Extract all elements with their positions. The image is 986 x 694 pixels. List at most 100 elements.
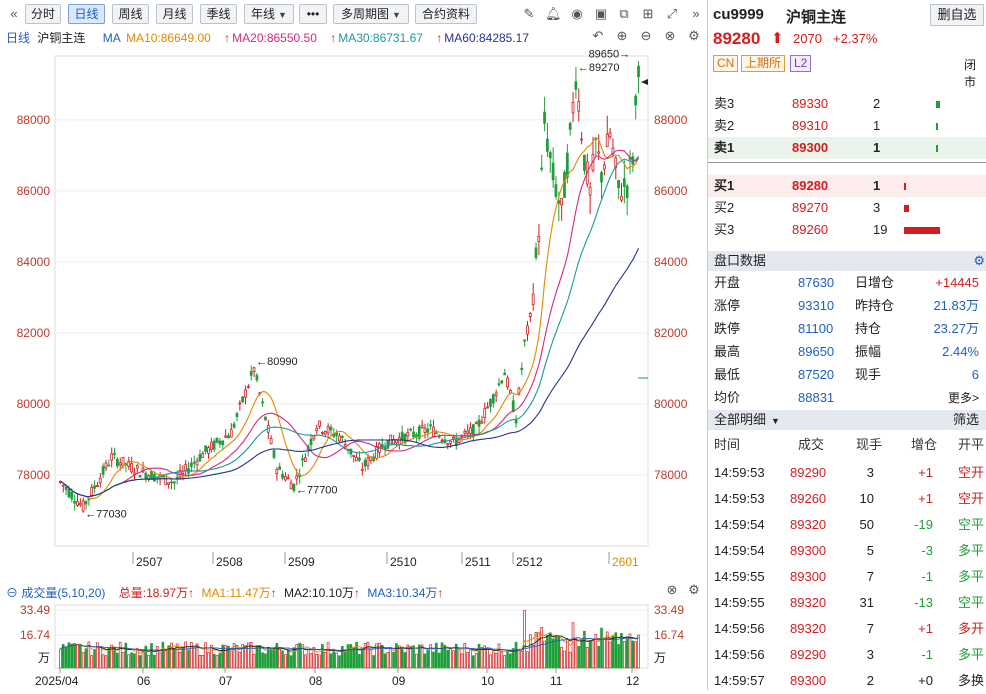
candle-body (204, 445, 207, 452)
volume-bar (170, 642, 173, 669)
gear-icon[interactable]: ⚙ (688, 28, 700, 43)
orderbook-buy-row[interactable]: 买2 89270 3 (708, 197, 986, 219)
candle-body (574, 81, 578, 90)
candle-body (602, 164, 606, 170)
close-circle-icon[interactable]: ⊗ (666, 582, 678, 597)
tick-oi-change: -13 (914, 595, 933, 610)
volume-bar (603, 638, 606, 669)
zoom-out-icon[interactable]: ⊖ (640, 28, 652, 43)
y-tick-label-left: 82000 (17, 326, 51, 340)
volume-bar (551, 638, 555, 669)
contract-info-button[interactable]: 合约资料 (415, 4, 477, 24)
candle-body (338, 435, 341, 442)
eye-icon[interactable]: ◉ (571, 6, 583, 21)
orderbook-qty: 2 (873, 96, 881, 111)
more-button[interactable]: ••• (299, 4, 327, 24)
draw-pen-icon[interactable]: ✎ (523, 6, 535, 21)
exchange-tag: 上期所 (741, 55, 786, 72)
orderbook-buy-row[interactable]: 买1 89280 1 (708, 175, 986, 197)
period-tab-yearly[interactable]: 年线 ▼ (244, 4, 294, 24)
ticks-header: 全部明细 ▼ 筛选 (708, 410, 986, 430)
volume-bar (380, 644, 384, 669)
candle-body (207, 447, 210, 454)
copy-icon[interactable]: ⧉ (619, 6, 629, 21)
volume-bar (631, 640, 635, 669)
month-label: 2510 (390, 555, 417, 569)
grid-icon[interactable]: ⊞ (642, 6, 654, 21)
volume-bar (318, 654, 321, 669)
volume-bar (116, 652, 119, 669)
volume-bar (466, 652, 469, 669)
collapse-right-icon[interactable]: » (692, 6, 700, 21)
candle-body (449, 440, 452, 444)
orderbook-divider (708, 162, 986, 163)
remove-watchlist-button[interactable]: 删自选 (930, 4, 984, 26)
orderbook-sell-row[interactable]: 卖3 89330 2 (708, 93, 986, 115)
undo-icon[interactable]: ↶ (592, 28, 604, 43)
volume-bar (574, 637, 578, 669)
volume-bar (172, 647, 176, 669)
period-tab-intraday[interactable]: 分时 (25, 4, 61, 24)
tick-row: 14:59:56 89290 3 -1 多平 (708, 642, 986, 668)
bell-icon[interactable]: 🔔︎ (545, 6, 562, 21)
close-circle-icon[interactable]: ⊗ (664, 28, 676, 43)
candle-body (295, 475, 299, 480)
volume-bar (93, 649, 96, 669)
zoom-in-icon[interactable]: ⊕ (616, 28, 628, 43)
volume-bar (153, 654, 156, 669)
candle-body (289, 482, 293, 490)
chevron-down-icon[interactable]: ▼ (771, 416, 780, 426)
candle-body (426, 428, 430, 433)
period-tab-weekly[interactable]: 周线 (112, 4, 149, 24)
volume-bar (113, 646, 116, 669)
y-tick-label-left: 78000 (17, 468, 51, 482)
orderbook-buy-row[interactable]: 买3 89260 19 (708, 219, 986, 241)
volume-bar (514, 641, 518, 669)
ma10-line (60, 136, 640, 499)
price-annotation: ←89270 (578, 62, 620, 74)
ticks-col-header: 时间 (714, 437, 741, 452)
volume-bar (349, 644, 353, 669)
candle-body (78, 502, 82, 506)
filter-button[interactable]: 筛选 (952, 412, 979, 427)
candle-body (167, 482, 170, 485)
multi-period-button[interactable]: 多周期图 ▼ (333, 4, 409, 24)
volume-bar (192, 647, 196, 669)
candlestick-chart[interactable]: 88000 88000 86000 86000 84000 84000 82000 82000… (0, 46, 706, 576)
fullscreen-icon[interactable]: ⤢ (666, 6, 678, 21)
orderbook-sell-row[interactable]: 卖2 89310 1 (708, 115, 986, 137)
volume-bar (301, 644, 304, 669)
candle-body (238, 402, 242, 405)
more-link[interactable]: 更多> (947, 391, 979, 405)
tick-qty: 7 (866, 569, 874, 584)
volume-bar (343, 651, 347, 669)
tick-time: 14:59:53 (714, 491, 765, 506)
period-tab-monthly[interactable]: 月线 (156, 4, 193, 24)
candle-body (622, 178, 626, 187)
orderbook-qty: 1 (873, 178, 881, 193)
period-tab-daily[interactable]: 日线 (68, 4, 105, 24)
volume-bar (218, 653, 222, 669)
volume-bar (509, 653, 512, 669)
candle-body (255, 375, 259, 381)
period-tab-quarterly[interactable]: 季线 (200, 4, 237, 24)
volume-collapse-icon[interactable]: ⊖ (6, 586, 19, 600)
ma-symbol-name: 沪铜主连 (37, 31, 86, 45)
volume-bar (76, 644, 79, 669)
volume-bar (155, 646, 159, 669)
camera-icon[interactable]: ▣ (594, 6, 608, 21)
month-label: 2509 (288, 555, 315, 569)
collapse-left-icon[interactable]: « (10, 6, 18, 21)
tick-type: 多开 (958, 621, 985, 636)
volume-bar (588, 640, 592, 669)
tick-qty: 31 (859, 595, 874, 610)
gear-icon[interactable]: ⚙ (688, 582, 700, 597)
volume-bar (227, 645, 230, 669)
orderbook-sell-row[interactable]: 卖1 89300 1 (708, 137, 986, 159)
orderbook-price: 89330 (792, 96, 829, 111)
candle-body (232, 423, 236, 428)
y-tick-label-right: 88000 (654, 113, 688, 127)
settings-icon[interactable]: ⚙ (973, 253, 985, 268)
volume-chart[interactable]: 33.49 33.49 16.74 16.74 万 万 2025/04 06 07 08 09 10 1… (0, 600, 706, 690)
level2-tag: L2 (790, 55, 812, 72)
